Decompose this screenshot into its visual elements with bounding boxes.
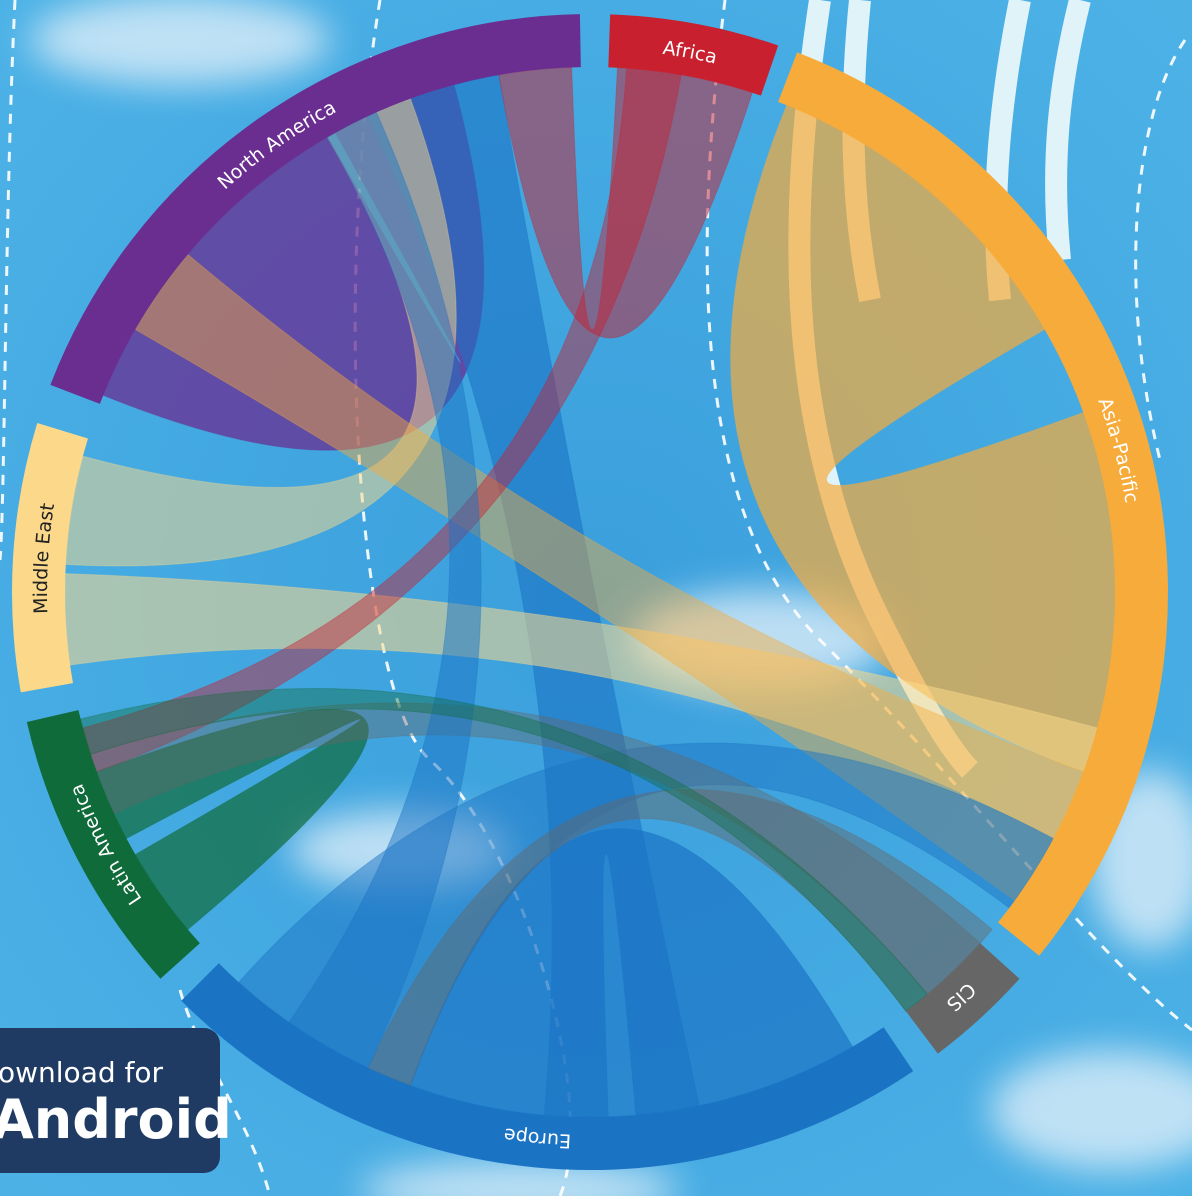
ribbon	[367, 74, 700, 1118]
ribbon	[82, 67, 682, 773]
region-arc	[181, 963, 914, 1170]
ribbon	[288, 111, 482, 1069]
ribbon	[367, 788, 993, 1086]
ribbons	[64, 66, 1116, 1118]
region-arc	[778, 52, 1168, 956]
ribbon	[96, 708, 369, 931]
region-arc	[12, 423, 88, 693]
button-line2[interactable]: Android	[0, 1088, 232, 1151]
region-arc	[26, 709, 200, 979]
region-arc	[608, 14, 779, 96]
region-arc	[905, 943, 1020, 1054]
button-bg[interactable]	[0, 1028, 220, 1173]
ribbon	[90, 702, 981, 995]
android-button[interactable]: ownload for Android	[0, 1028, 232, 1173]
ribbon	[498, 66, 753, 339]
ribbon	[64, 573, 1098, 840]
ribbon	[730, 104, 1116, 773]
ribbon	[79, 688, 929, 1012]
button-line1[interactable]: ownload for	[0, 1056, 164, 1089]
region-arc	[50, 14, 581, 404]
arcs: North AmericaAfricaAsia-PacificCISEurope…	[12, 14, 1168, 1170]
